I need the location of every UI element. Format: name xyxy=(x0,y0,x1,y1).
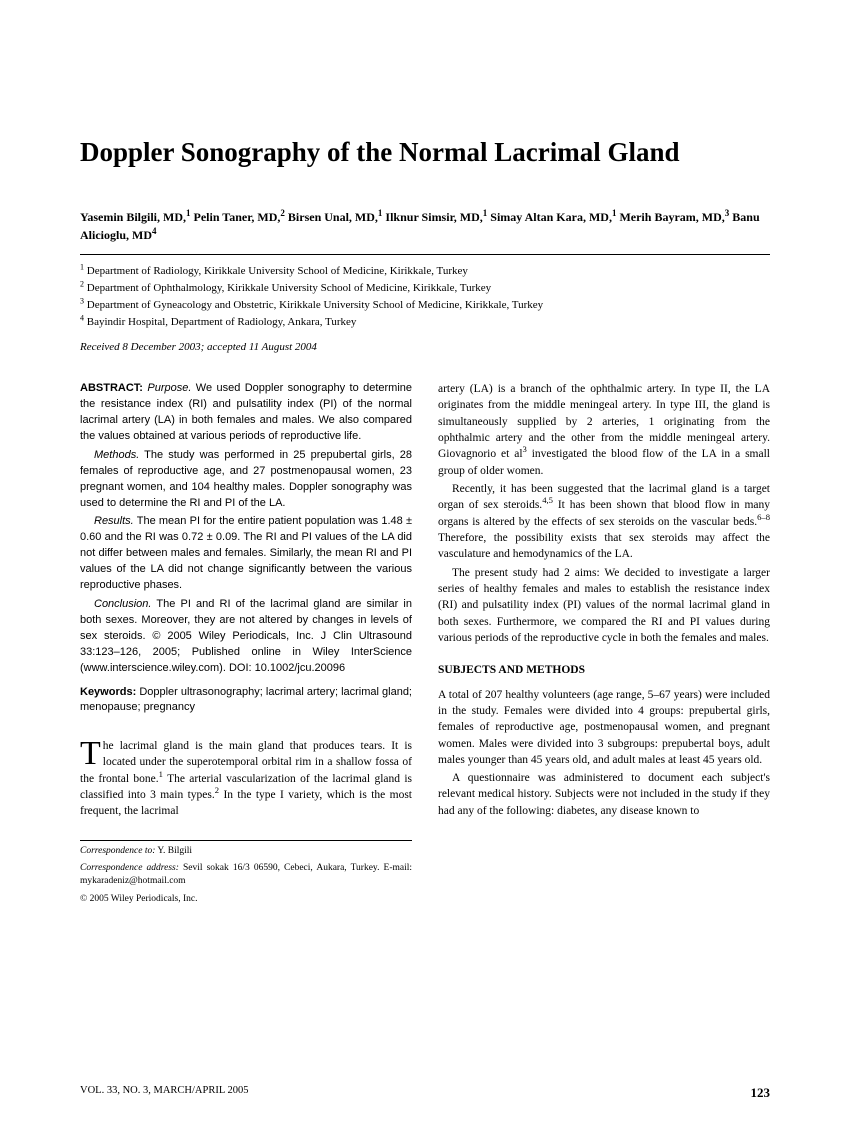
footer-issue-info: VOL. 33, NO. 3, MARCH/APRIL 2005 xyxy=(80,1085,249,1101)
affiliation-line: 3 Department of Gyneacology and Obstetri… xyxy=(80,297,770,314)
keywords-block: Keywords: Doppler ultrasonography; lacri… xyxy=(80,685,412,716)
footnotes-block: Correspondence to: Y. Bilgili Correspond… xyxy=(80,845,412,906)
correspondence-address-label: Correspondence address: xyxy=(80,863,179,873)
copyright-line: © 2005 Wiley Periodicals, Inc. xyxy=(80,893,412,906)
abstract-block: ABSTRACT: Purpose. We used Doppler sonog… xyxy=(80,381,412,677)
col2-paragraph-1: artery (LA) is a branch of the ophthalmi… xyxy=(438,381,770,479)
right-column-body: artery (LA) is a branch of the ophthalmi… xyxy=(438,381,770,819)
authors-divider xyxy=(80,254,770,255)
keywords-label: Keywords: xyxy=(80,686,136,698)
purpose-label: Purpose. xyxy=(147,382,191,394)
right-column: artery (LA) is a branch of the ophthalmi… xyxy=(438,381,770,910)
page-footer: VOL. 33, NO. 3, MARCH/APRIL 2005 123 xyxy=(80,1085,770,1101)
subjects-methods-heading: SUBJECTS AND METHODS xyxy=(438,662,770,678)
affiliation-line: 4 Bayindir Hospital, Department of Radio… xyxy=(80,314,770,331)
received-dates: Received 8 December 2003; accepted 11 Au… xyxy=(80,341,770,353)
authors-list: Yasemin Bilgili, MD,1 Pelin Taner, MD,2 … xyxy=(80,208,770,244)
page-number: 123 xyxy=(751,1085,771,1101)
article-title: Doppler Sonography of the Normal Lacrima… xyxy=(80,136,770,170)
affiliations-list: 1 Department of Radiology, Kirikkale Uni… xyxy=(80,263,770,331)
methods-paragraph-1: A total of 207 healthy volunteers (age r… xyxy=(438,687,770,769)
abstract-label: ABSTRACT: xyxy=(80,382,143,394)
methods-paragraph-2: A questionnaire was administered to docu… xyxy=(438,770,770,819)
col2-paragraph-2: Recently, it has been suggested that the… xyxy=(438,481,770,563)
methods-label: Methods. xyxy=(94,449,139,461)
intro-text: The lacrimal gland is the main gland tha… xyxy=(80,738,412,820)
correspondence-to-label: Correspondence to: xyxy=(80,846,155,856)
conclusion-label: Conclusion. xyxy=(94,598,151,610)
left-column: ABSTRACT: Purpose. We used Doppler sonog… xyxy=(80,381,412,910)
two-column-body: ABSTRACT: Purpose. We used Doppler sonog… xyxy=(80,381,770,910)
affiliation-line: 1 Department of Radiology, Kirikkale Uni… xyxy=(80,263,770,280)
intro-paragraph-1: The lacrimal gland is the main gland tha… xyxy=(80,738,412,820)
correspondence-to: Y. Bilgili xyxy=(157,846,192,856)
footnote-rule xyxy=(80,840,412,841)
affiliation-line: 2 Department of Ophthalmology, Kirikkale… xyxy=(80,280,770,297)
results-label: Results. xyxy=(94,515,134,527)
col2-paragraph-3: The present study had 2 aims: We decided… xyxy=(438,565,770,647)
